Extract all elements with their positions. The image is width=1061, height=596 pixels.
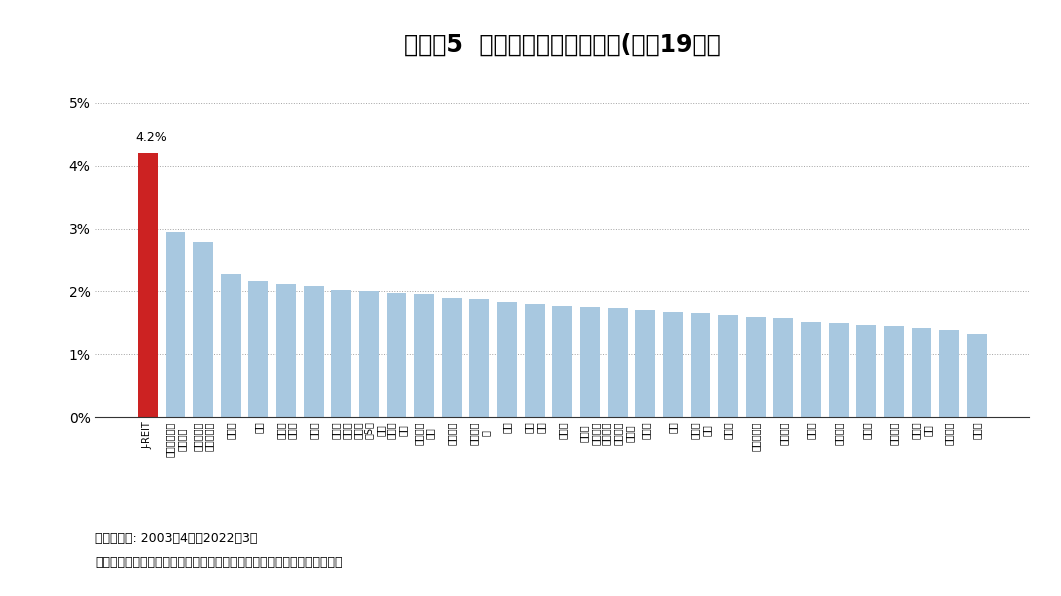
Bar (331, 290, 351, 417)
Bar (580, 307, 599, 417)
Text: 4.2%: 4.2% (136, 131, 168, 144)
Bar (498, 302, 517, 417)
Bar (636, 311, 656, 417)
Bar (553, 306, 572, 417)
Bar (386, 293, 406, 417)
Bar (469, 299, 489, 417)
Bar (829, 323, 849, 417)
Bar (911, 328, 932, 417)
Bar (359, 291, 379, 417)
Text: （注）期間: 2003年4月～2022年3月: （注）期間: 2003年4月～2022年3月 (95, 532, 258, 545)
Bar (608, 309, 627, 417)
Bar (303, 287, 324, 417)
Bar (691, 313, 711, 417)
Bar (414, 294, 434, 417)
Title: 図表－5  業種別の配当金利回り(過去19年）: 図表－5 業種別の配当金利回り(過去19年） (404, 33, 720, 57)
Bar (884, 326, 904, 417)
Bar (193, 243, 213, 417)
Bar (276, 284, 296, 417)
Bar (967, 334, 987, 417)
Bar (138, 153, 158, 417)
Bar (221, 274, 241, 417)
Bar (939, 330, 959, 417)
Bar (801, 322, 821, 417)
Bar (441, 298, 462, 417)
Bar (663, 312, 683, 417)
Text: （出所）東京証券取引所のデータなどをもとにニッセイ基礎研究所が作成: （出所）東京証券取引所のデータなどをもとにニッセイ基礎研究所が作成 (95, 556, 343, 569)
Bar (856, 325, 876, 417)
Bar (773, 318, 794, 417)
Bar (166, 232, 186, 417)
Bar (746, 316, 766, 417)
Bar (718, 315, 738, 417)
Bar (525, 304, 544, 417)
Bar (248, 281, 268, 417)
